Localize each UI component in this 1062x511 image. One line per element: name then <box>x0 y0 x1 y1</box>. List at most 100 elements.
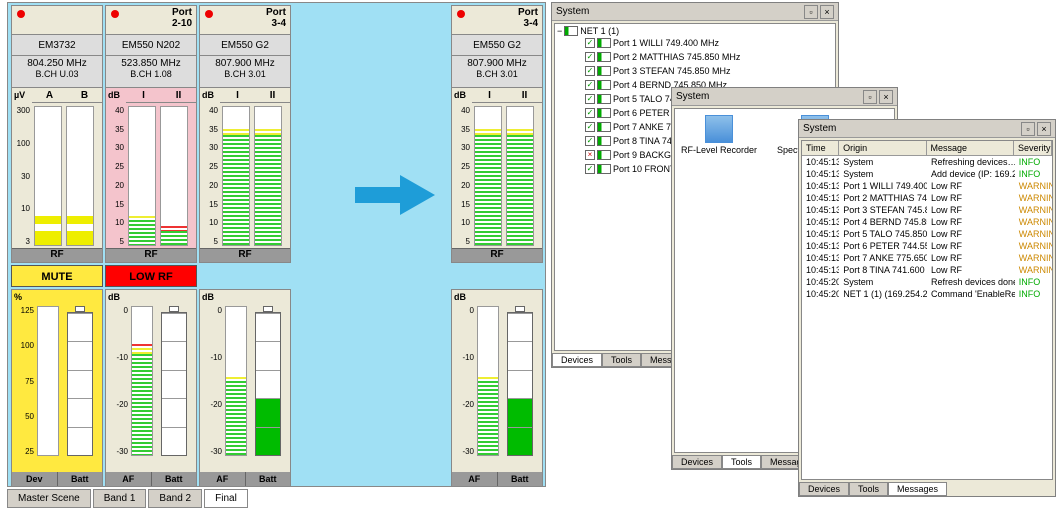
af-scale: 0-10-20-30 <box>454 306 474 456</box>
window-titlebar[interactable]: System▫× <box>799 120 1055 138</box>
close-button[interactable]: × <box>879 90 893 104</box>
message-row[interactable]: 10:45:13Port 1 WILLI 749.400 MHzLow RFWA… <box>802 180 1052 192</box>
af-label: AF <box>200 472 246 486</box>
rf-meters: dBIII403530252015105RF <box>200 88 290 262</box>
port-label: Port3-4 <box>266 7 286 29</box>
col-origin[interactable]: Origin <box>839 141 926 155</box>
tab-tools[interactable]: Tools <box>849 482 888 496</box>
message-row[interactable]: 10:45:20SystemRefresh devices doneINFO <box>802 276 1052 288</box>
msg-severity: WARNIN <box>1015 240 1052 252</box>
tree-item[interactable]: ✓Port 3 STEFAN 745.850 MHz <box>557 64 833 78</box>
batt-label: Batt <box>498 472 543 486</box>
pin-button[interactable]: ▫ <box>863 90 877 104</box>
tab-devices[interactable]: Devices <box>799 482 849 496</box>
port-icon <box>597 94 611 104</box>
col-a-label: A <box>32 90 67 103</box>
checkbox-icon[interactable]: ✓ <box>585 38 595 48</box>
rf-label: RF <box>200 248 290 262</box>
msg-text: Low RF <box>927 264 1015 276</box>
col-time[interactable]: Time <box>802 141 839 155</box>
message-row[interactable]: 10:45:13Port 6 PETER 744.550 MHzLow RFWA… <box>802 240 1052 252</box>
col-b-label: II <box>161 90 196 103</box>
port-icon <box>597 150 611 160</box>
port-icon <box>597 80 611 90</box>
checkbox-icon[interactable]: ✓ <box>585 52 595 62</box>
af-unit-label: dB <box>202 292 214 302</box>
message-row[interactable]: 10:45:13Port 2 MATTHIAS 745.850 MHzLow R… <box>802 192 1052 204</box>
channel-2[interactable]: Port3-4EM550 G2807.900 MHzB.CH 3.01dBIII… <box>199 5 291 263</box>
col-message[interactable]: Message <box>927 141 1014 155</box>
close-button[interactable]: × <box>1037 122 1051 136</box>
channel-1[interactable]: Port2-10EM550 N202523.850 MHzB.CH 1.08dB… <box>105 5 197 263</box>
message-row[interactable]: 10:45:13Port 5 TALO 745.850 MHzLow RFWAR… <box>802 228 1052 240</box>
message-row[interactable]: 10:45:13Port 8 TINA 741.600 MHzLow RFWAR… <box>802 264 1052 276</box>
battery-indicator <box>255 306 281 456</box>
close-button[interactable]: × <box>820 5 834 19</box>
pin-button[interactable]: ▫ <box>1021 122 1035 136</box>
message-row[interactable]: 10:45:13SystemAdd device (IP: 169.254.20… <box>802 168 1052 180</box>
message-row[interactable]: 10:45:13SystemRefreshing devices…INFO <box>802 156 1052 168</box>
af-meter-bar <box>225 306 247 456</box>
model-label: EM550 G2 <box>452 34 542 56</box>
col-b-label: B <box>67 90 102 103</box>
scene-tab-band-1[interactable]: Band 1 <box>93 489 147 508</box>
checkbox-icon[interactable]: ✓ <box>585 80 595 90</box>
msg-time: 10:45:13 <box>802 204 839 216</box>
meter-bar-a <box>34 106 62 246</box>
tab-devices[interactable]: Devices <box>552 353 602 367</box>
tree-item-label: Port 1 WILLI 749.400 MHz <box>613 36 719 50</box>
tree-item-label: Port 2 MATTHIAS 745.850 MHz <box>613 50 740 64</box>
port-icon <box>597 136 611 146</box>
checkbox-icon[interactable]: ✓ <box>585 136 595 146</box>
tab-devices[interactable]: Devices <box>672 455 722 469</box>
tool-icon <box>705 115 733 143</box>
msg-severity: WARNIN <box>1015 228 1052 240</box>
af-unit-label: % <box>14 292 22 302</box>
checkbox-icon[interactable]: ✓ <box>585 108 595 118</box>
checkbox-icon[interactable]: ✓ <box>585 66 595 76</box>
message-row[interactable]: 10:45:20NET 1 (1) (169.254.208.55)Comman… <box>802 288 1052 300</box>
checkbox-icon[interactable]: ✓ <box>585 164 595 174</box>
channel-0[interactable]: EM3732804.250 MHzB.CH U.03µVAB3001003010… <box>11 5 103 263</box>
tab-tools[interactable]: Tools <box>602 353 641 367</box>
col-severity[interactable]: Severity <box>1014 141 1052 155</box>
message-row[interactable]: 10:45:13Port 4 BERND 745.850 MHzLow RFWA… <box>802 216 1052 228</box>
status-badge: LOW RF <box>105 265 197 287</box>
window-titlebar[interactable]: System▫× <box>552 3 838 21</box>
batt-label: Batt <box>152 472 197 486</box>
meter-bar-b <box>506 106 534 246</box>
port-icon <box>597 66 611 76</box>
scene-tab-final[interactable]: Final <box>204 489 248 508</box>
tree-root[interactable]: −NET 1 (1) <box>557 26 833 36</box>
checkbox-icon[interactable]: ✓ <box>585 122 595 132</box>
af-unit-label: dB <box>108 292 120 302</box>
tree-item[interactable]: ✓ Port 1 WILLI 749.400 MHz <box>557 36 833 50</box>
af-panel-2: dB0-10-20-30AFBatt <box>199 289 291 487</box>
tab-messages[interactable]: Messages <box>888 482 947 496</box>
scene-tab-master-scene[interactable]: Master Scene <box>7 489 91 508</box>
unit-label: dB <box>202 90 214 100</box>
af-label: AF <box>452 472 498 486</box>
collapse-icon[interactable]: − <box>557 26 562 36</box>
pin-button[interactable]: ▫ <box>804 5 818 19</box>
af-panel-0: %125100755025DevBatt <box>11 289 103 487</box>
messages-table: TimeOriginMessageSeverity10:45:13SystemR… <box>801 140 1053 480</box>
window-titlebar[interactable]: System▫× <box>672 88 897 106</box>
meter-scale: 403530252015105 <box>202 106 218 246</box>
mixer-panel: EM3732804.250 MHzB.CH U.03µVAB3001003010… <box>7 2 546 487</box>
msg-origin: Port 3 STEFAN 745.850 MHz <box>839 204 927 216</box>
msg-origin: Port 7 ANKE 775.650 MHz <box>839 252 927 264</box>
msg-origin: System <box>839 156 927 168</box>
tree-item[interactable]: ✓ Port 2 MATTHIAS 745.850 MHz <box>557 50 833 64</box>
window-tabs: DevicesToolsMessages <box>799 482 947 496</box>
meter-scale: 30010030103 <box>14 106 30 246</box>
message-row[interactable]: 10:45:13Port 3 STEFAN 745.850 MHzLow RFW… <box>802 204 1052 216</box>
checkbox-icon[interactable]: ✓ <box>585 94 595 104</box>
checkbox-icon[interactable]: × <box>585 150 595 160</box>
tool-rf-level-recorder[interactable]: RF-Level Recorder <box>681 115 757 446</box>
message-row[interactable]: 10:45:13Port 7 ANKE 775.650 MHzLow RFWAR… <box>802 252 1052 264</box>
tab-tools[interactable]: Tools <box>722 455 761 469</box>
scene-tab-band-2[interactable]: Band 2 <box>148 489 202 508</box>
channel-3[interactable]: Port3-4EM550 G2807.900 MHzB.CH 3.01dBIII… <box>451 5 543 263</box>
rf-meters: µVAB30010030103RF <box>12 88 102 262</box>
